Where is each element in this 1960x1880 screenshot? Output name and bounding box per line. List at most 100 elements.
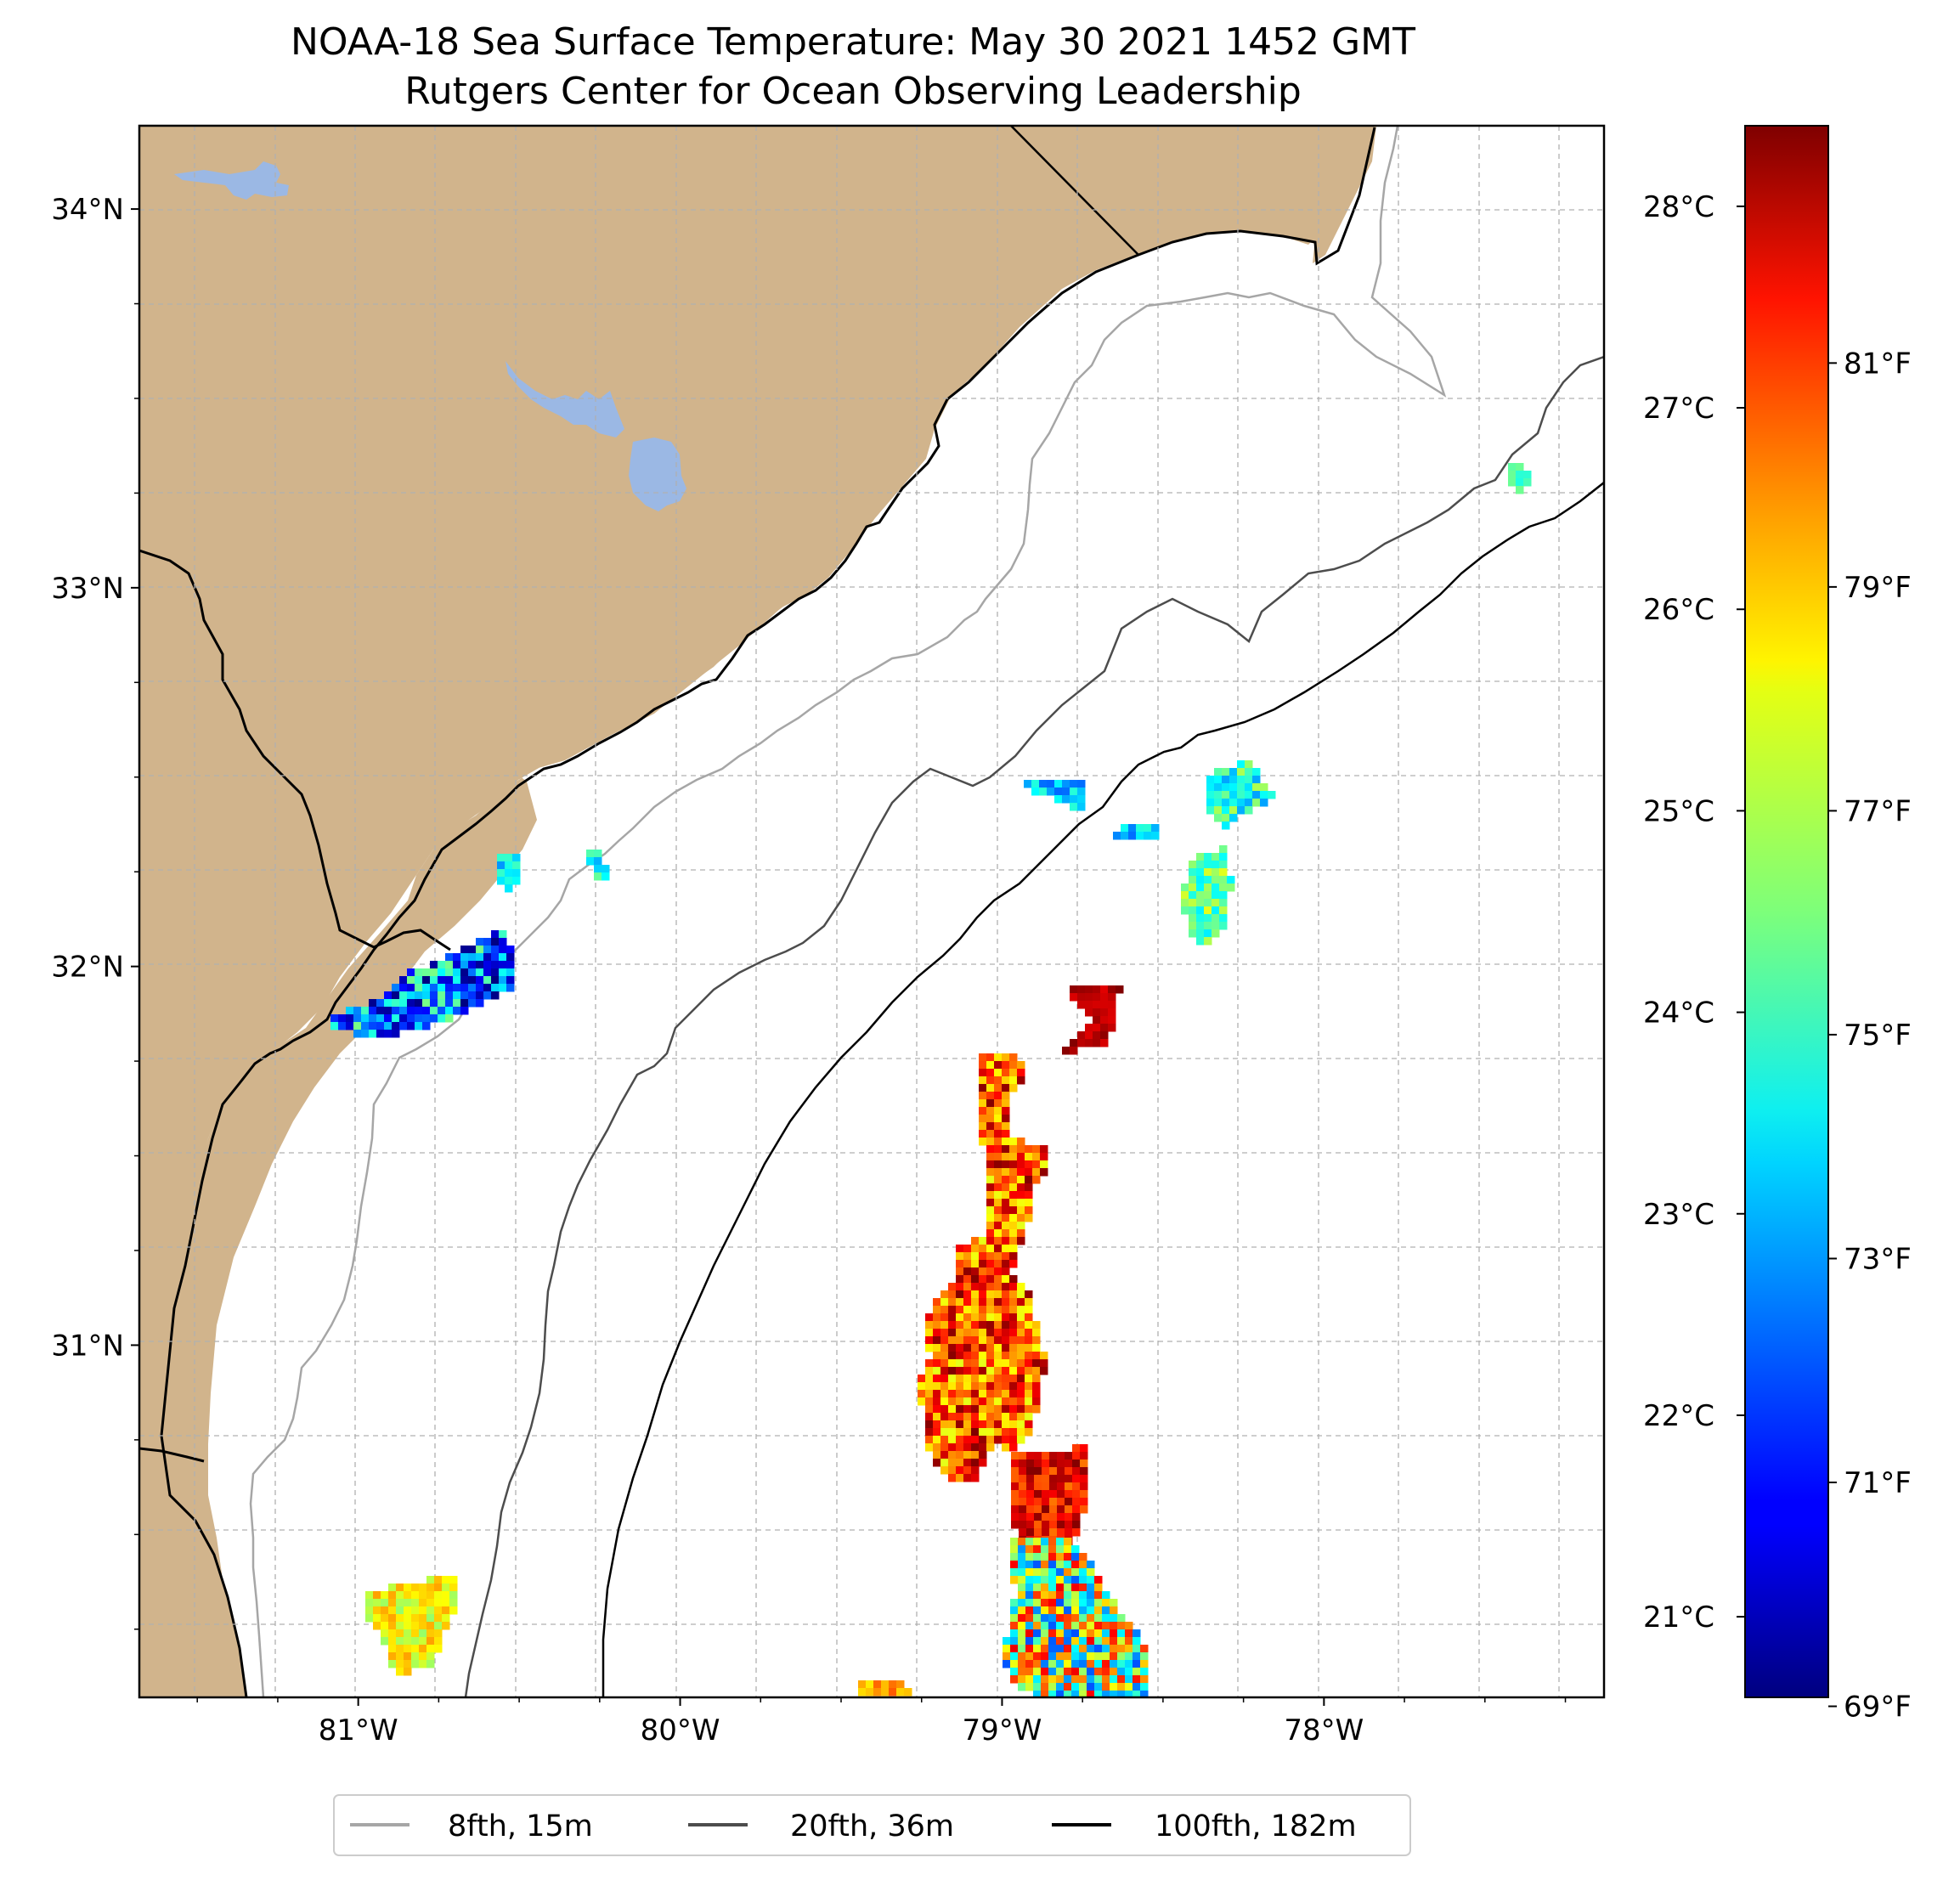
sst-pixel xyxy=(948,1436,957,1444)
sst-pixel xyxy=(986,1176,995,1184)
sst-pixel xyxy=(1094,1675,1103,1684)
sst-pixel xyxy=(1071,1568,1080,1577)
sst-pixel xyxy=(422,1007,431,1015)
sst-pixel xyxy=(373,1591,381,1600)
sst-pixel xyxy=(933,1428,941,1437)
sst-pixel xyxy=(933,1306,941,1314)
sst-pixel xyxy=(986,1443,995,1452)
sst-pixel xyxy=(994,1313,1003,1322)
sst-pixel xyxy=(388,1629,397,1638)
sst-pixel xyxy=(1110,1675,1118,1684)
sst-pixel xyxy=(963,1474,972,1482)
celsius-tick-label: 25°C xyxy=(1643,794,1714,828)
fahrenheit-tick-label: 75°F xyxy=(1844,1019,1912,1053)
sst-pixel xyxy=(1093,1031,1101,1040)
sst-pixel xyxy=(1204,906,1212,915)
sst-pixel xyxy=(404,1629,412,1638)
sst-pixel xyxy=(434,1637,443,1646)
sst-pixel xyxy=(979,1122,987,1131)
sst-pixel xyxy=(986,1283,995,1291)
sst-pixel xyxy=(986,1122,995,1131)
sst-pixel xyxy=(1085,1008,1093,1017)
sst-pixel xyxy=(1071,1553,1080,1561)
sst-pixel xyxy=(1033,1538,1042,1546)
sst-pixel xyxy=(963,1413,972,1421)
sst-pixel xyxy=(1002,1176,1010,1184)
sst-pixel xyxy=(353,1007,362,1015)
sst-pixel xyxy=(1125,1668,1133,1676)
sst-pixel xyxy=(1079,1614,1087,1623)
sst-pixel xyxy=(979,1459,987,1467)
sst-pixel xyxy=(1002,1313,1010,1322)
sst-pixel xyxy=(1010,1561,1019,1569)
sst-pixel xyxy=(1010,1660,1019,1668)
sst-pixel xyxy=(971,1390,980,1398)
sst-pixel xyxy=(1018,1668,1026,1676)
sst-pixel xyxy=(1034,1475,1042,1483)
sst-pixel xyxy=(1019,1505,1027,1514)
sst-pixel xyxy=(979,1275,987,1284)
sst-pixel xyxy=(1072,1490,1081,1499)
sst-pixel xyxy=(388,1584,397,1592)
sst-pixel xyxy=(933,1298,941,1307)
sst-pixel xyxy=(933,1329,941,1337)
sst-pixel xyxy=(512,854,521,862)
sst-pixel xyxy=(1229,783,1238,792)
sst-pixel xyxy=(376,1030,385,1038)
sst-pixel xyxy=(1222,768,1230,776)
sst-pixel xyxy=(933,1321,941,1330)
sst-pixel xyxy=(1079,1622,1087,1630)
sst-pixel xyxy=(1214,814,1223,822)
sst-pixel xyxy=(434,1614,443,1623)
sst-pixel xyxy=(1204,868,1212,877)
sst-pixel xyxy=(1093,1001,1101,1009)
state-border-west xyxy=(139,549,451,951)
sst-pixel xyxy=(956,1405,964,1414)
sst-pixel xyxy=(948,1321,957,1330)
sst-pixel xyxy=(963,1344,972,1352)
sst-pixel xyxy=(422,968,431,977)
sst-pixel xyxy=(1057,1459,1065,1468)
sst-pixel xyxy=(1080,1467,1088,1476)
sst-pixel xyxy=(445,999,454,1008)
sst-pixel xyxy=(1009,1138,1018,1146)
sst-pixel xyxy=(1094,1591,1103,1600)
sst-pixel xyxy=(1121,832,1129,840)
sst-pixel xyxy=(994,1168,1003,1177)
sst-pixel xyxy=(979,1436,987,1444)
sst-pixel xyxy=(415,968,423,977)
sst-pixel xyxy=(1011,1459,1020,1468)
sst-pixel xyxy=(426,1652,435,1661)
sst-pixel xyxy=(1056,1538,1065,1546)
lat-tick-label: 33°N xyxy=(51,572,124,606)
sst-pixel xyxy=(388,1660,397,1668)
sst-pixel xyxy=(1212,861,1220,869)
sst-pixel xyxy=(994,1191,1003,1200)
sst-pixel xyxy=(1062,788,1070,796)
sst-pixel xyxy=(933,1352,941,1360)
sst-pixel xyxy=(381,1606,389,1615)
sst-pixel xyxy=(1032,1168,1041,1177)
sst-pixel xyxy=(1017,1061,1025,1070)
sst-pixel xyxy=(1072,1475,1081,1483)
sst-pixel xyxy=(1094,1637,1103,1646)
sst-pixel xyxy=(994,1267,1003,1276)
sst-pixel xyxy=(1010,1606,1019,1615)
sst-pixel xyxy=(445,961,454,969)
sst-pixel xyxy=(956,1245,964,1253)
sst-pixel xyxy=(963,1436,972,1444)
sst-pixel xyxy=(1108,1001,1116,1009)
sst-pixel xyxy=(1108,993,1116,1002)
sst-pixel xyxy=(1212,868,1220,877)
sst-pixel xyxy=(1026,1521,1035,1529)
sst-pixel xyxy=(353,1030,362,1038)
sst-pixel xyxy=(925,1375,934,1383)
sst-pixel xyxy=(1102,1645,1110,1653)
sst-pixel xyxy=(1219,899,1228,907)
sst-pixel xyxy=(1025,1568,1034,1577)
sst-pixel xyxy=(594,865,602,873)
sst-pixel xyxy=(994,1329,1003,1337)
sst-pixel xyxy=(1140,1683,1149,1691)
sst-pixel xyxy=(1033,1691,1042,1697)
sst-pixel xyxy=(1204,922,1212,930)
